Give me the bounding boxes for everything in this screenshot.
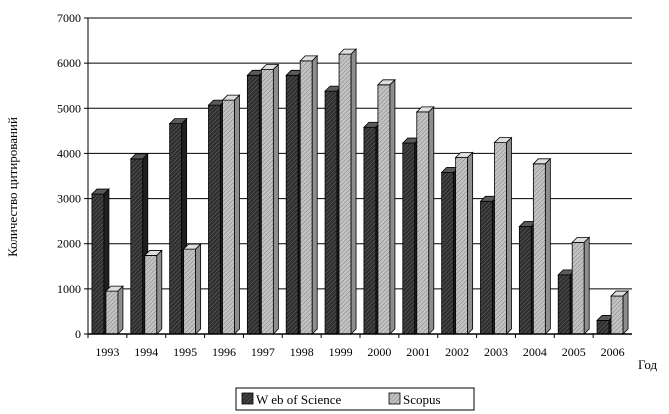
bar-side (311, 54, 318, 335)
y-tick-label-6000: 6000 (57, 56, 81, 70)
legend-swatch-scopus (388, 392, 401, 405)
bar-front (91, 193, 105, 335)
bar-side (195, 243, 202, 335)
bar-side (544, 157, 551, 335)
x-tick-label-2000: 2000 (367, 345, 391, 359)
x-tick-label-2004: 2004 (523, 345, 547, 359)
bar-side (622, 290, 629, 335)
bar-front (169, 123, 183, 335)
bar-scopus-1997 (260, 63, 280, 335)
x-tick-label-2005: 2005 (562, 345, 586, 359)
y-tick-label-0: 0 (75, 327, 81, 341)
bar-side (272, 63, 279, 335)
y-tick-label-5000: 5000 (57, 101, 81, 115)
bar-front (130, 158, 144, 335)
bar-front (518, 226, 532, 335)
legend-box (235, 387, 475, 411)
y-tick-label-3000: 3000 (57, 192, 81, 206)
legend-swatch-web-of-science (241, 392, 254, 405)
bar-front (610, 295, 624, 335)
bar-scopus-2001 (415, 105, 435, 335)
bar-front (105, 290, 119, 335)
bar-scopus-1998 (299, 54, 319, 335)
x-tick-label-1997: 1997 (251, 345, 275, 359)
bar-front (571, 241, 585, 335)
bar-front (222, 99, 235, 335)
bar-front (144, 255, 158, 335)
bar-side (428, 105, 435, 335)
bar-front (532, 163, 546, 335)
x-tick-label-1995: 1995 (173, 345, 197, 359)
x-tick-label-2002: 2002 (445, 345, 469, 359)
bar-front (455, 157, 469, 335)
x-tick-label-1998: 1998 (290, 345, 314, 359)
bar-front (299, 60, 313, 335)
legend-label-web-of-science: W eb of Science (256, 392, 342, 407)
bar-front (246, 74, 260, 335)
bar-front (338, 53, 352, 335)
bar-side (234, 94, 240, 335)
bar-scopus-2006 (610, 290, 630, 335)
y-tick-label-4000: 4000 (57, 146, 81, 160)
bar-scopus-2003 (493, 136, 513, 335)
x-tick-label-1996: 1996 (212, 345, 236, 359)
x-axis-title: Год (638, 357, 657, 372)
bar-side (583, 236, 590, 335)
bar-front (441, 171, 455, 335)
x-tick-label-1994: 1994 (134, 345, 158, 359)
bar-scopus-1999 (338, 48, 358, 335)
y-tick-label-7000: 7000 (57, 11, 81, 25)
bar-side (506, 136, 512, 335)
legend: W eb of Science Scopus (235, 387, 475, 411)
bar-scopus-1995 (182, 243, 202, 335)
bar-front (402, 142, 416, 335)
bar-front (363, 126, 377, 335)
bar-side (467, 151, 474, 335)
bar-front (208, 104, 221, 335)
bar-front (416, 111, 430, 335)
x-tick-label-2003: 2003 (484, 345, 508, 359)
bar-scopus-1993 (104, 285, 124, 335)
bar-scopus-1994 (143, 249, 163, 335)
bar-side (389, 78, 396, 335)
legend-label-scopus: Scopus (403, 392, 441, 407)
bars-layer (90, 48, 630, 335)
bar-front (377, 84, 391, 335)
bar-scopus-1996 (221, 94, 241, 335)
bar-front (324, 90, 338, 335)
x-tick-label-1999: 1999 (329, 345, 353, 359)
bar-front (183, 248, 197, 335)
bar-front (285, 74, 299, 335)
bar-scopus-2002 (454, 151, 474, 335)
bar-front (596, 320, 610, 335)
bar-side (156, 249, 163, 335)
axis-layer: 0 1000 2000 3000 4000 5000 6000 7000 1993 1994 199… (57, 11, 632, 359)
y-tick-label-2000: 2000 (57, 237, 81, 251)
y-tick-label-1000: 1000 (57, 282, 81, 296)
bar-front (494, 142, 507, 335)
bar-scopus-2004 (532, 157, 552, 335)
x-tick-label-2001: 2001 (406, 345, 430, 359)
bar-front (260, 69, 274, 335)
bar-scopus-2005 (571, 236, 591, 335)
bar-side (350, 48, 357, 335)
x-tick-label-1993: 1993 (95, 345, 119, 359)
y-axis-title: Количество цитирований (5, 117, 20, 257)
x-tick-label-2006: 2006 (601, 345, 625, 359)
bar-front (557, 274, 571, 335)
bar-side (117, 285, 124, 335)
bar-scopus-2000 (376, 78, 396, 335)
bar-front (480, 200, 493, 335)
